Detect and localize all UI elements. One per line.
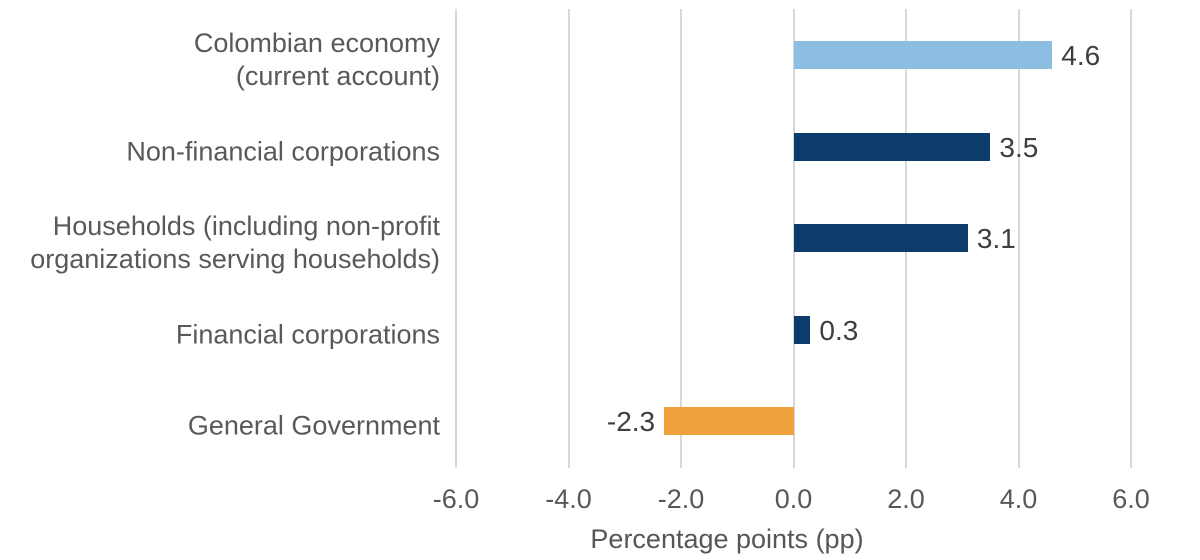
gridline--6.0 — [455, 9, 457, 468]
value-label-4: -2.3 — [606, 406, 656, 437]
gridline--2.0 — [680, 9, 682, 468]
value-label-3: 0.3 — [819, 314, 859, 346]
category-label-0: Colombian economy (current account) — [193, 28, 440, 92]
value-label-2: 3.1 — [976, 223, 1016, 255]
category-label-4: General Government — [187, 410, 440, 441]
x-tick-label: 6.0 — [1112, 484, 1150, 514]
category-label-1: Non-financial corporations — [126, 136, 440, 167]
category-label-2: Households (including non-profit organiz… — [30, 211, 440, 275]
x-tick-label: 2.0 — [887, 484, 925, 514]
x-tick-label: 4.0 — [999, 484, 1038, 514]
gridline-4.0 — [1017, 9, 1020, 468]
x-tick-label: -6.0 — [432, 484, 480, 514]
value-label-1: 3.5 — [999, 131, 1039, 163]
x-tick-label: -4.0 — [545, 484, 592, 514]
x-axis-title: Percentage points (pp) — [590, 524, 864, 554]
bar-row-0 — [793, 41, 1053, 70]
x-tick-label: -2.0 — [657, 484, 705, 514]
bar-row-3 — [793, 315, 811, 344]
value-label-0: 4.6 — [1061, 40, 1101, 72]
gridline--4.0 — [567, 9, 570, 468]
x-tick-label: 0.0 — [774, 484, 813, 514]
gridline-6.0 — [1130, 9, 1132, 468]
bar-row-4 — [664, 407, 794, 435]
bar-row-1 — [793, 132, 991, 161]
bar-row-2 — [793, 224, 968, 253]
category-label-3: Financial corporations — [175, 319, 440, 350]
